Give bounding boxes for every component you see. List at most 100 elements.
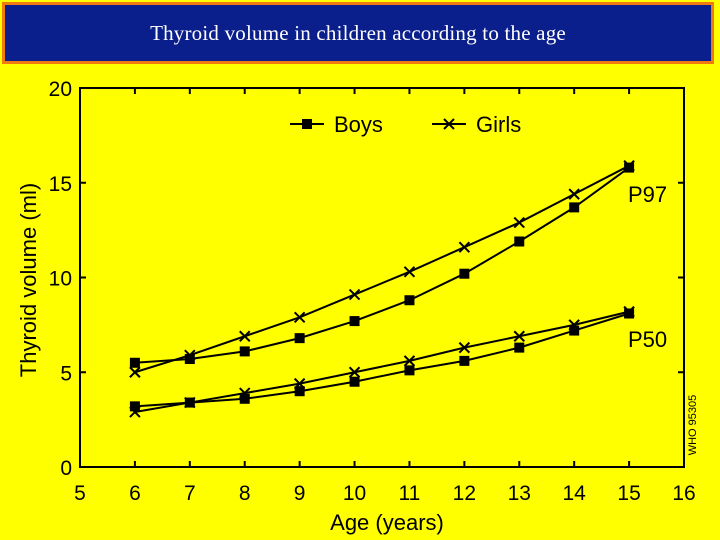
x-tick-label: 8: [239, 482, 251, 505]
data-point-boys-p97: [184, 353, 195, 364]
data-point-boys-p97: [239, 346, 250, 357]
y-tick-label: 5: [60, 362, 72, 385]
cross-stroke: [239, 387, 251, 399]
x-tick-label: 13: [508, 482, 531, 505]
slide-title-bar: Thyroid volume in children according to …: [2, 2, 714, 64]
data-point-boys-p97: [294, 333, 305, 344]
cross-stroke: [513, 330, 525, 342]
x-tick-label: 10: [343, 482, 366, 505]
slide-title: Thyroid volume in children according to …: [150, 20, 566, 45]
series-line-girls-p50: [134, 310, 630, 414]
data-point-girls-p50: [293, 377, 306, 390]
data-point-boys-p50: [129, 401, 140, 412]
data-point-girls-p97: [513, 216, 525, 229]
cross-stroke: [184, 396, 196, 409]
data-point-girls-p97: [239, 330, 251, 342]
cross-stroke: [623, 159, 635, 172]
data-point-boys-p97: [514, 236, 525, 247]
cross-stroke: [568, 319, 580, 331]
data-point-girls-p97: [568, 188, 580, 200]
data-point-boys-p50: [349, 376, 360, 387]
data-point-girls-p50: [568, 319, 580, 331]
x-tick-label: 12: [453, 482, 476, 505]
cross-stroke: [348, 288, 361, 301]
legend-item-boys: Boys: [290, 112, 383, 137]
y-tick-label: 10: [49, 268, 72, 291]
x-tick-label: 15: [617, 482, 640, 505]
series-girls-p97: [129, 159, 635, 378]
data-point-girls-p50: [403, 355, 416, 367]
series-line-girls-p97: [134, 164, 630, 374]
y-tick-label: 20: [49, 78, 72, 101]
data-point-girls-p97: [184, 349, 196, 361]
cross-stroke: [458, 341, 471, 354]
data-point-boys-p97: [459, 268, 470, 279]
series-line-boys-p50: [134, 312, 630, 408]
legend-label-boys: Boys: [334, 112, 383, 137]
legend-marker-girls: [443, 118, 455, 130]
data-point-boys-p50: [569, 325, 580, 336]
data-point-girls-p97: [623, 159, 635, 172]
y-axis-label: Thyroid volume (ml): [16, 183, 41, 377]
data-point-boys-p50: [459, 355, 470, 366]
x-tick-label: 16: [672, 482, 695, 505]
data-point-girls-p97: [293, 311, 306, 324]
data-point-boys-p97: [129, 357, 140, 368]
cross-stroke: [293, 377, 306, 390]
x-tick-label: 7: [184, 482, 196, 505]
data-point-girls-p50: [513, 330, 525, 342]
data-point-girls-p97: [129, 366, 141, 378]
plot-frame: [79, 87, 685, 468]
cross-stroke: [513, 216, 525, 229]
x-axis-label: Age (years): [330, 510, 444, 535]
data-point-girls-p97: [348, 288, 361, 301]
cross-stroke: [623, 305, 635, 318]
data-point-girls-p97: [403, 266, 416, 278]
data-point-girls-p50: [623, 305, 635, 318]
data-point-boys-p97: [624, 162, 635, 173]
cross-stroke: [293, 311, 306, 324]
y-tick-label: 15: [49, 173, 72, 196]
data-point-boys-p50: [294, 386, 305, 397]
data-point-boys-p97: [349, 316, 360, 327]
data-point-girls-p97: [458, 241, 471, 253]
annotation-p97: P97: [628, 182, 667, 207]
cross-stroke: [443, 118, 455, 130]
data-point-girls-p50: [348, 366, 361, 378]
cross-stroke: [568, 188, 580, 200]
watermark-code: WHO 95305: [687, 395, 699, 456]
series-boys-p50: [129, 308, 635, 412]
cross-stroke: [184, 349, 196, 361]
x-tick-label: 9: [294, 482, 306, 505]
cross-stroke: [403, 355, 416, 367]
data-point-boys-p97: [404, 295, 415, 306]
series-girls-p50: [129, 305, 635, 418]
x-tick-label: 6: [129, 482, 141, 505]
cross-stroke: [458, 241, 471, 253]
data-point-girls-p50: [239, 387, 251, 399]
legend-item-girls: Girls: [432, 112, 521, 137]
cross-stroke: [403, 266, 416, 278]
x-tick-label: 14: [563, 482, 587, 505]
legend-label-girls: Girls: [476, 112, 521, 137]
data-point-girls-p50: [458, 341, 471, 354]
legend-marker-boys: [302, 119, 312, 129]
cross-stroke: [348, 366, 361, 378]
data-point-girls-p50: [184, 396, 196, 409]
data-point-boys-p97: [569, 202, 580, 213]
x-tick-label: 11: [399, 482, 421, 505]
annotation-p50: P50: [628, 327, 667, 352]
cross-stroke: [239, 330, 251, 342]
y-tick-label: 0: [60, 457, 72, 480]
data-point-boys-p50: [239, 393, 250, 404]
data-point-boys-p50: [624, 308, 635, 319]
x-tick-label: 5: [74, 482, 86, 505]
cross-stroke: [129, 406, 141, 418]
series-line-boys-p97: [134, 166, 630, 364]
cross-stroke: [129, 366, 141, 378]
data-point-boys-p50: [404, 365, 415, 376]
data-point-boys-p50: [514, 342, 525, 353]
series-boys-p97: [129, 162, 635, 368]
data-point-girls-p50: [129, 406, 141, 418]
